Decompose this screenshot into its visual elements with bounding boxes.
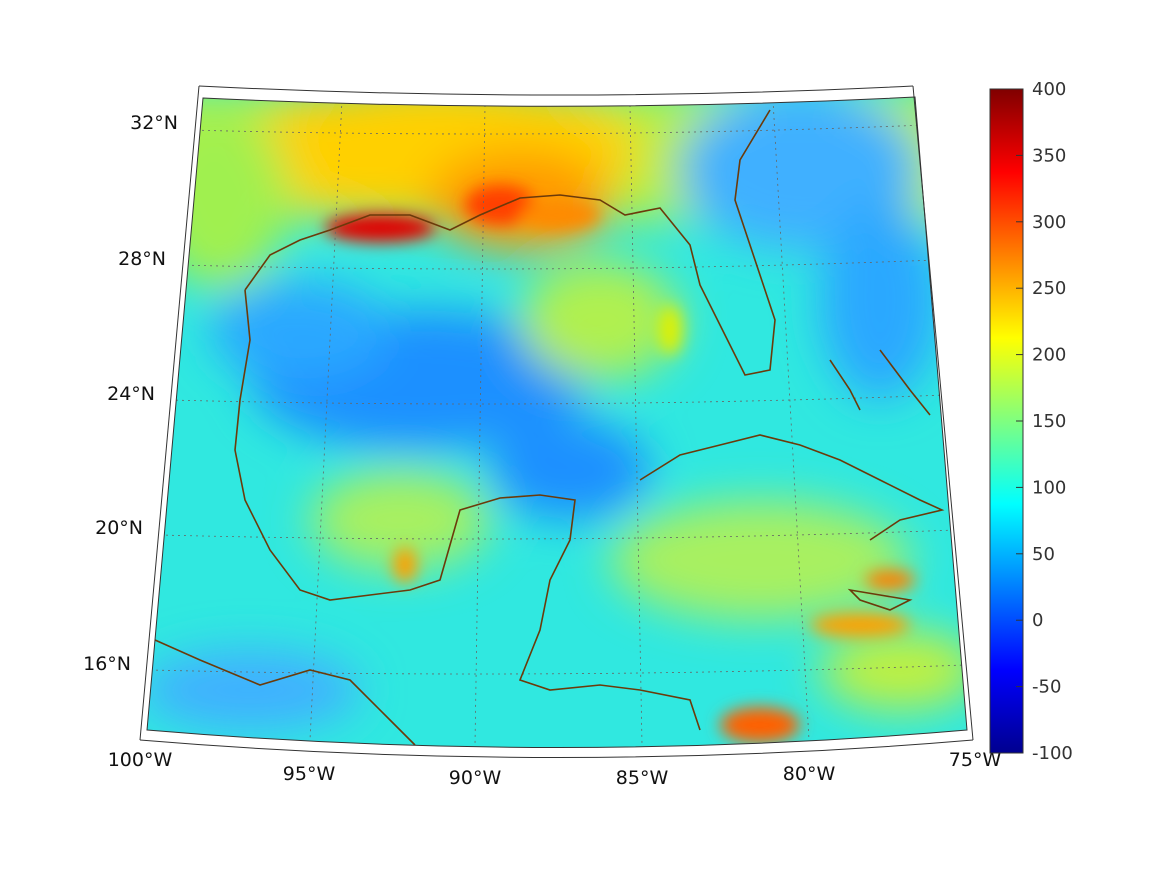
colorbar-tick-label: 200 (1032, 345, 1066, 366)
lon-label: 80°W (783, 763, 836, 785)
lon-label: 95°W (283, 763, 336, 785)
lat-label: 16°N (83, 653, 131, 675)
lat-label: 28°N (118, 248, 166, 270)
lat-label: 20°N (95, 517, 143, 539)
colorbar-tick-label: -100 (1032, 743, 1073, 764)
colorbar: 400 350 300 250 200 150 100 50 0 -50 -100 (989, 79, 1073, 764)
coastlines (154, 109, 945, 746)
latitude-labels: 32°N 28°N 24°N 20°N 16°N (83, 112, 178, 675)
graticule (149, 99, 966, 746)
lat-label: 32°N (130, 112, 178, 134)
lat-label: 24°N (107, 383, 155, 405)
lon-label: 90°W (449, 767, 502, 789)
colorbar-tick-label: 250 (1032, 278, 1066, 299)
lon-label: 100°W (108, 749, 173, 771)
colorbar-tick-label: 400 (1032, 79, 1066, 100)
colorbar-tick-label: -50 (1032, 677, 1061, 698)
colorbar-tick-label: 50 (1032, 544, 1055, 565)
map-frame (139, 85, 974, 758)
colorbar-tick-label: 350 (1032, 145, 1066, 166)
colorbar-tick-label: 150 (1032, 411, 1066, 432)
heatmap-field (147, 97, 967, 748)
colorbar-tick-label: 300 (1032, 212, 1066, 233)
longitude-labels: 100°W 95°W 90°W 85°W 80°W 75°W (108, 749, 1002, 789)
lon-label: 85°W (616, 767, 669, 789)
colorbar-tick-label: 0 (1032, 610, 1043, 631)
colorbar-tick-label: 100 (1032, 477, 1066, 498)
lon-label: 75°W (949, 749, 1002, 771)
